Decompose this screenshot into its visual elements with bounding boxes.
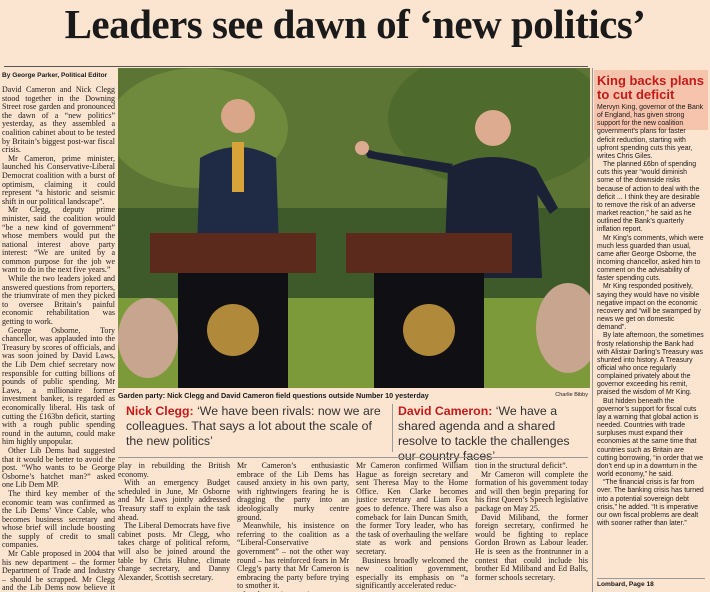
- paragraph: Mr Clegg, deputy prime minister, said th…: [2, 205, 115, 275]
- paragraph: Meanwhile, his insistence on referring t…: [237, 521, 349, 591]
- paragraph: In other senior appointments,: [237, 590, 349, 592]
- body-column: Mr Cameron’s enthusiastic embrace of the…: [237, 462, 349, 592]
- headline: Leaders see dawn of ‘new politics’: [64, 1, 646, 47]
- paragraph: Business broadly welcomed the new coalit…: [356, 555, 468, 591]
- photo: [118, 68, 590, 388]
- photo-caption: Garden party: Nick Clegg and David Camer…: [118, 391, 429, 400]
- paragraph: Mr King responded positively, saying the…: [597, 283, 701, 332]
- paragraph: tion in the structural deficit”.: [475, 462, 568, 470]
- paragraph: George Osborne, Tory chancellor, was app…: [2, 325, 115, 447]
- paragraph: Mr Cameron, prime minister, launched his…: [2, 153, 115, 206]
- paragraph: play in rebuilding the British economy.: [118, 462, 230, 479]
- paragraph: David Cameron and Nick Clegg stood toget…: [2, 86, 115, 155]
- quote: David Cameron: ‘We have a shared agenda …: [398, 404, 588, 463]
- sidebar-title: King backs plans to cut deficit: [597, 73, 704, 102]
- sidebar: [592, 68, 710, 592]
- sidebar-body: Mervyn King, governor of the Bank of Eng…: [597, 104, 705, 572]
- paragraph: The Liberal Democrats have five cabinet …: [118, 521, 230, 582]
- divider: [392, 404, 393, 452]
- paragraph: Mr King’s comments, which were much less…: [597, 234, 704, 283]
- quote-speaker: David Cameron:: [398, 404, 493, 418]
- paragraph: While the two leaders joked and answered…: [2, 274, 115, 327]
- sidebar-footer: Lombard, Page 18: [597, 578, 705, 588]
- quote-text: ‘We have been rivals: now we are colleag…: [126, 404, 381, 448]
- paragraph: By late afternoon, the sometimes frosty …: [597, 332, 704, 397]
- paragraph: Mr Cameron will complete the formation o…: [475, 469, 588, 513]
- paragraph: “The financial crisis is far from over. …: [597, 479, 704, 527]
- quote-text: ‘We have a shared agenda and a shared re…: [398, 404, 570, 463]
- paragraph: Mr Cameron’s enthusiastic embrace of the…: [237, 462, 349, 522]
- paragraph: The third key member of the economic tea…: [2, 488, 115, 550]
- lead-column: David Cameron and Nick Clegg stood toget…: [2, 86, 115, 592]
- paragraph: With an emergency Budget scheduled in Ju…: [118, 478, 230, 522]
- paragraph: David Miliband, the former foreign secre…: [475, 512, 588, 582]
- byline: By George Parker, Political Editor: [2, 72, 108, 79]
- body-column: Mr Cameron confirmed William Hague as fo…: [356, 462, 468, 592]
- paragraph: But hidden beneath the governor’s suppor…: [597, 397, 704, 479]
- paragraph: Other Lib Dems had suggested that it wou…: [2, 445, 115, 490]
- paragraph: Mervyn King, governor of the Bank of Eng…: [597, 104, 704, 160]
- body-column: play in rebuilding the British economy. W…: [118, 462, 230, 592]
- photo-credit: Charlie Bibby: [555, 392, 588, 398]
- sidebar-header: [594, 70, 708, 130]
- rule: [4, 66, 588, 67]
- paragraph: The planned £6bn of spending cuts this y…: [597, 161, 700, 234]
- paragraph: Mr Cable proposed in 2004 that his new d…: [2, 549, 115, 592]
- rule: [118, 457, 588, 458]
- paragraph: Mr Cameron confirmed William Hague as fo…: [356, 462, 468, 556]
- quote: Nick Clegg: ‘We have been rivals: now we…: [126, 404, 386, 454]
- body-column: tion in the structural deficit”. Mr Camer…: [475, 462, 588, 592]
- quote-speaker: Nick Clegg:: [126, 404, 194, 418]
